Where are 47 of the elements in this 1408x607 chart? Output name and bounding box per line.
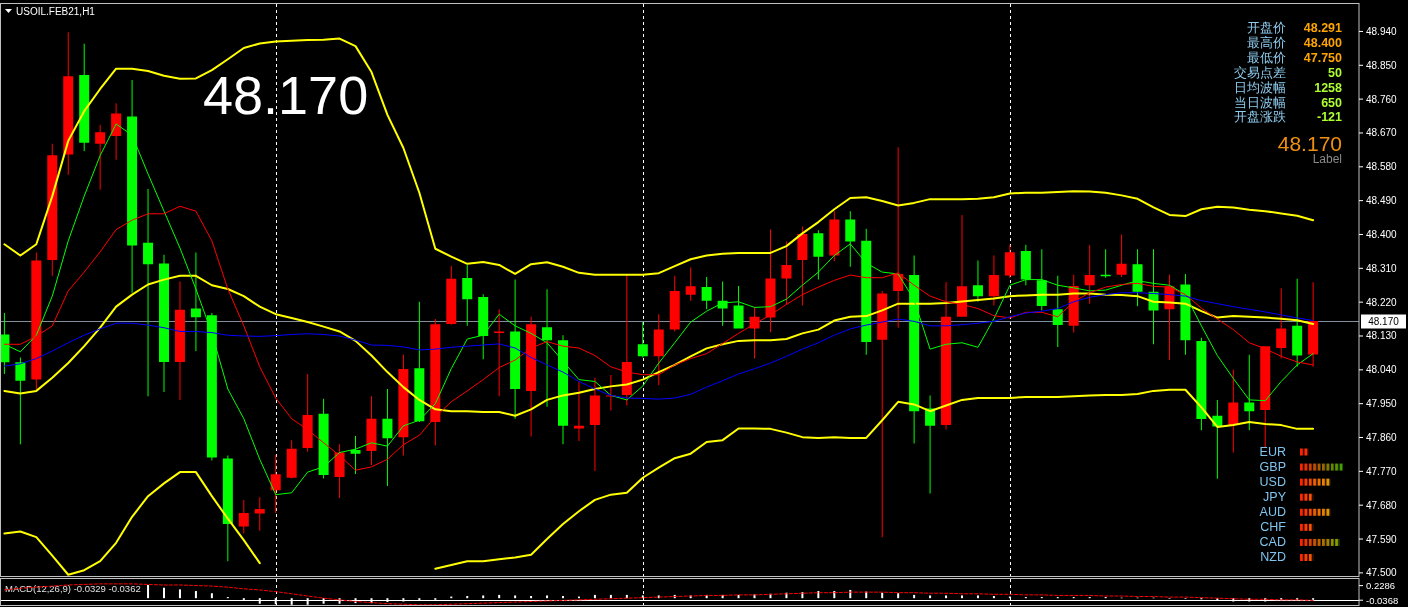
annotation: 47.750 (1303, 50, 1343, 65)
y-tick-label: 48.670 (1366, 127, 1398, 139)
annotation: 当日波幅 (1234, 95, 1286, 110)
annotation: 48.291 (1303, 21, 1343, 35)
annotation: 最高价 (1247, 34, 1286, 50)
y-tick-label: 47.590 (1366, 533, 1398, 545)
annotation: 48.400 (1303, 35, 1343, 50)
y-tick-label: CHF (1260, 520, 1287, 535)
y-tick-label: JPY (1263, 490, 1287, 505)
y-tick-label: 48.940 (1366, 25, 1398, 37)
annotation: 开盘价 (1247, 21, 1286, 35)
annotation: 开盘涨跌 (1234, 110, 1286, 125)
annotation: 48.170 (1277, 131, 1342, 155)
annotation: -121 (1316, 110, 1343, 125)
y-tick-label: 47.860 (1366, 432, 1398, 444)
y-tick-label: CAD (1259, 535, 1286, 550)
y-tick-label: 48.400 (1366, 228, 1398, 240)
annotation: 48.170 (203, 65, 369, 125)
y-tick-label: 48.040 (1366, 364, 1398, 376)
annotation: Label (1312, 152, 1342, 166)
y-tick-label: NZD (1260, 550, 1286, 565)
y-tick-label: 48.490 (1366, 195, 1398, 207)
y-tick-label: 0.2286 (1366, 580, 1396, 592)
y-tick-label: 48.580 (1366, 161, 1398, 173)
annotation: 日均波幅 (1234, 80, 1286, 95)
y-tick-label: 47.680 (1366, 499, 1398, 511)
y-tick-label: USD (1259, 475, 1286, 490)
y-tick-label: 47.950 (1366, 398, 1398, 410)
y-tick-label: 48.760 (1366, 93, 1398, 105)
annotation: 交易点差 (1234, 64, 1286, 80)
text: 650 (1321, 95, 1343, 110)
y-tick-label: GBP (1259, 460, 1286, 475)
chart-title: MACD(12,26,9) -0.0329 -0.0362 (5, 582, 141, 594)
y-tick-label: 47.770 (1366, 465, 1398, 477)
y-tick-label: 48.130 (1366, 330, 1398, 342)
annotation: 1258 (1314, 80, 1343, 95)
y-tick-label: 48.310 (1366, 262, 1398, 274)
chart-title: USOIL.FEB21,H1 (16, 6, 96, 17)
y-tick-label: 48.220 (1366, 296, 1398, 308)
y-tick-label: AUD (1259, 505, 1286, 520)
ref-line-label: 48.170 (1368, 316, 1400, 327)
y-tick-label: -0.0368 (1366, 594, 1399, 606)
y-tick-label: 48.850 (1366, 59, 1398, 71)
y-tick-label: 47.500 (1366, 567, 1398, 579)
annotation: 最低价 (1247, 50, 1286, 65)
y-tick-label: EUR (1259, 445, 1286, 459)
text: 50 (1328, 65, 1343, 80)
